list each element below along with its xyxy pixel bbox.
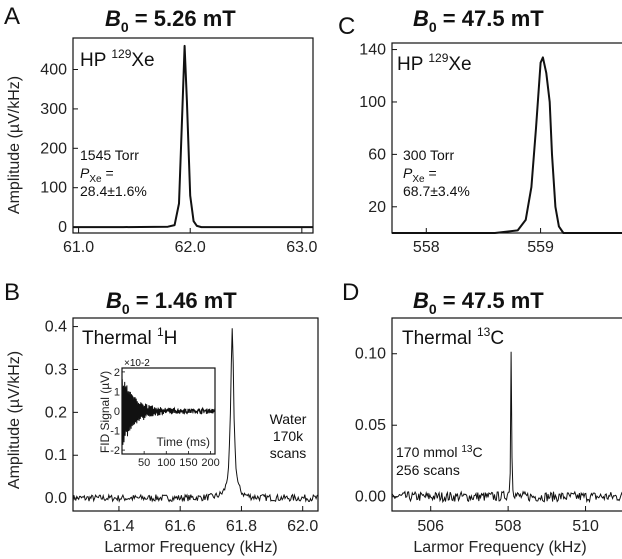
panel-b-frame bbox=[72, 317, 319, 512]
panel-b-spectrum-line bbox=[72, 328, 319, 503]
panel-c-title: B0 = 47.5 mT bbox=[413, 6, 544, 35]
panel-c-polarization-value: 68.7±3.4% bbox=[403, 183, 470, 199]
panel-d-frame bbox=[391, 317, 622, 512]
panel-b: B B0 = 1.46 mT 61.4 61.6 61.8 62.0 0.0 0… bbox=[4, 279, 319, 535]
panel-a-title: B0 = 5.26 mT bbox=[105, 6, 236, 35]
panel-b-inset-x-tick-labels: 50 100 150 200 bbox=[138, 457, 220, 469]
panel-b-inset-ytick-label: 1 bbox=[114, 386, 120, 398]
panel-b-inset-y-axis-label: FID Signal (µV) bbox=[98, 371, 112, 453]
panel-d-ytick-label: 0.05 bbox=[355, 417, 386, 434]
panel-a-frame bbox=[72, 37, 314, 234]
panel-a-letter: A bbox=[4, 3, 20, 30]
panel-d-x-tick-labels: 506 508 510 bbox=[417, 518, 599, 535]
panel-c-x-tick-labels: 558 559 bbox=[413, 239, 554, 256]
panel-a-y-tick-labels: 0 100 200 300 400 bbox=[40, 62, 67, 237]
panel-b-scans-label: scans bbox=[270, 445, 307, 461]
panel-a-y-axis-label: Amplitude (µV/kHz) bbox=[6, 76, 23, 214]
panel-a-ytick-label: 100 bbox=[40, 180, 67, 197]
panel-c-xtick-label: 559 bbox=[527, 239, 554, 256]
panel-a-xtick-label: 61.0 bbox=[63, 239, 94, 256]
panel-a-ytick-label: 300 bbox=[40, 101, 67, 118]
panel-b-inset-xtick-label: 100 bbox=[157, 457, 175, 469]
panel-c-letter: C bbox=[338, 13, 355, 40]
panel-c-ticks bbox=[392, 49, 542, 233]
panel-a-polarization-label: PXe = bbox=[80, 165, 114, 185]
panel-b-inset-fid-line bbox=[121, 378, 216, 445]
panel-c-polarization-label: PXe = bbox=[403, 165, 437, 185]
panel-d-y-tick-labels: 0.00 0.05 0.10 bbox=[355, 346, 386, 506]
panel-a-ytick-label: 0 bbox=[58, 219, 67, 236]
panel-b-inset-ytick-label: -1 bbox=[110, 426, 120, 438]
panel-b-ytick-label: 0.2 bbox=[45, 404, 67, 421]
panel-b-xtick-label: 61.8 bbox=[226, 518, 257, 535]
panel-b-ytick-label: 0.1 bbox=[45, 447, 67, 464]
panel-d-xtick-label: 510 bbox=[572, 518, 599, 535]
panel-d-xtick-label: 506 bbox=[417, 518, 444, 535]
panel-d-x-axis-label: Larmor Frequency (kHz) bbox=[413, 539, 586, 556]
panel-d: D B0 = 47.5 mT 506 508 510 0.00 0.05 0.1… bbox=[342, 279, 622, 535]
panel-b-y-tick-labels: 0.0 0.1 0.2 0.3 0.4 bbox=[45, 319, 67, 508]
panel-a-polarization-value: 28.4±1.6% bbox=[80, 183, 147, 199]
panel-b-inset-ytick-label: 0 bbox=[114, 406, 120, 418]
panel-b-inset-xtick-label: 50 bbox=[138, 457, 150, 469]
panel-b-inset-xtick-label: 150 bbox=[179, 457, 197, 469]
panel-a-xtick-label: 63.0 bbox=[286, 239, 317, 256]
panel-c-ytick-label: 60 bbox=[368, 146, 386, 163]
panel-c-nucleus-label: HP 129Xe bbox=[397, 51, 472, 75]
panel-c: C B0 = 47.5 mT 558 559 20 60 100 140 HP … bbox=[338, 6, 622, 256]
panel-b-nucleus-label: Thermal 1H bbox=[82, 325, 177, 349]
panel-b-y-axis-label: Amplitude (µV/kHz) bbox=[6, 351, 23, 489]
panel-b-sample-label: Water bbox=[270, 411, 307, 427]
panel-d-ticks bbox=[392, 353, 587, 511]
panel-b-ytick-label: 0.0 bbox=[45, 490, 67, 507]
panel-c-spectrum-line bbox=[392, 56, 622, 234]
panel-a-ytick-label: 400 bbox=[40, 62, 67, 79]
panel-b-inset-y-tick-labels: 2 1 0 -1 -2 bbox=[110, 367, 120, 457]
panel-b-ytick-label: 0.3 bbox=[45, 361, 67, 378]
panel-b-inset-ytick-label: -2 bbox=[110, 445, 120, 457]
panel-d-letter: D bbox=[342, 279, 359, 306]
panel-a-x-tick-labels: 61.0 62.0 63.0 bbox=[63, 239, 317, 256]
panel-b-inset-ytick-label: 2 bbox=[114, 367, 120, 379]
panel-d-title: B0 = 47.5 mT bbox=[413, 288, 544, 317]
panel-c-frame bbox=[391, 42, 622, 234]
panel-b-inset: ×10-2 50 100 150 200 2 1 0 -1 -2 Time (m… bbox=[98, 358, 220, 469]
panel-d-xtick-label: 508 bbox=[495, 518, 522, 535]
panel-b-inset-xtick-label: 200 bbox=[201, 457, 219, 469]
panel-b-letter: B bbox=[4, 279, 20, 306]
panel-b-x-axis-label: Larmor Frequency (kHz) bbox=[104, 539, 277, 556]
panel-b-inset-x-axis-label: Time (ms) bbox=[156, 435, 210, 449]
panel-c-xtick-label: 558 bbox=[413, 239, 440, 256]
panel-c-ytick-label: 140 bbox=[359, 42, 386, 59]
panel-b-xtick-label: 61.6 bbox=[165, 518, 196, 535]
panel-a-spectrum-line bbox=[73, 44, 313, 229]
panel-a: A B0 = 5.26 mT 61.0 62.0 63.0 0 100 200 … bbox=[4, 3, 318, 256]
panel-b-x-tick-labels: 61.4 61.6 61.8 62.0 bbox=[103, 518, 318, 535]
panel-b-xtick-label: 61.4 bbox=[103, 518, 134, 535]
panel-b-scans-count: 170k bbox=[273, 428, 304, 444]
panel-a-pressure-label: 1545 Torr bbox=[80, 147, 139, 163]
panel-d-ytick-label: 0.10 bbox=[355, 346, 386, 363]
panel-b-inset-multiplier: ×10-2 bbox=[124, 358, 150, 369]
panel-d-scans-label: 256 scans bbox=[396, 462, 460, 478]
panel-b-ytick-label: 0.4 bbox=[45, 319, 67, 336]
panel-a-ytick-label: 200 bbox=[40, 140, 67, 157]
panel-d-spectrum-line bbox=[391, 351, 622, 504]
panel-b-title: B0 = 1.46 mT bbox=[106, 288, 237, 317]
panel-c-ytick-label: 20 bbox=[368, 199, 386, 216]
panel-b-xtick-label: 62.0 bbox=[287, 518, 318, 535]
panel-a-nucleus-label: HP 129Xe bbox=[80, 47, 155, 71]
panel-a-xtick-label: 62.0 bbox=[175, 239, 206, 256]
panel-d-concentration-label: 170 mmol 13C bbox=[396, 444, 483, 460]
panel-c-y-tick-labels: 20 60 100 140 bbox=[359, 42, 386, 216]
panel-c-ytick-label: 100 bbox=[359, 94, 386, 111]
panel-c-pressure-label: 300 Torr bbox=[403, 147, 454, 163]
panel-d-nucleus-label: Thermal 13C bbox=[402, 325, 504, 349]
panel-d-ytick-label: 0.00 bbox=[355, 489, 386, 506]
